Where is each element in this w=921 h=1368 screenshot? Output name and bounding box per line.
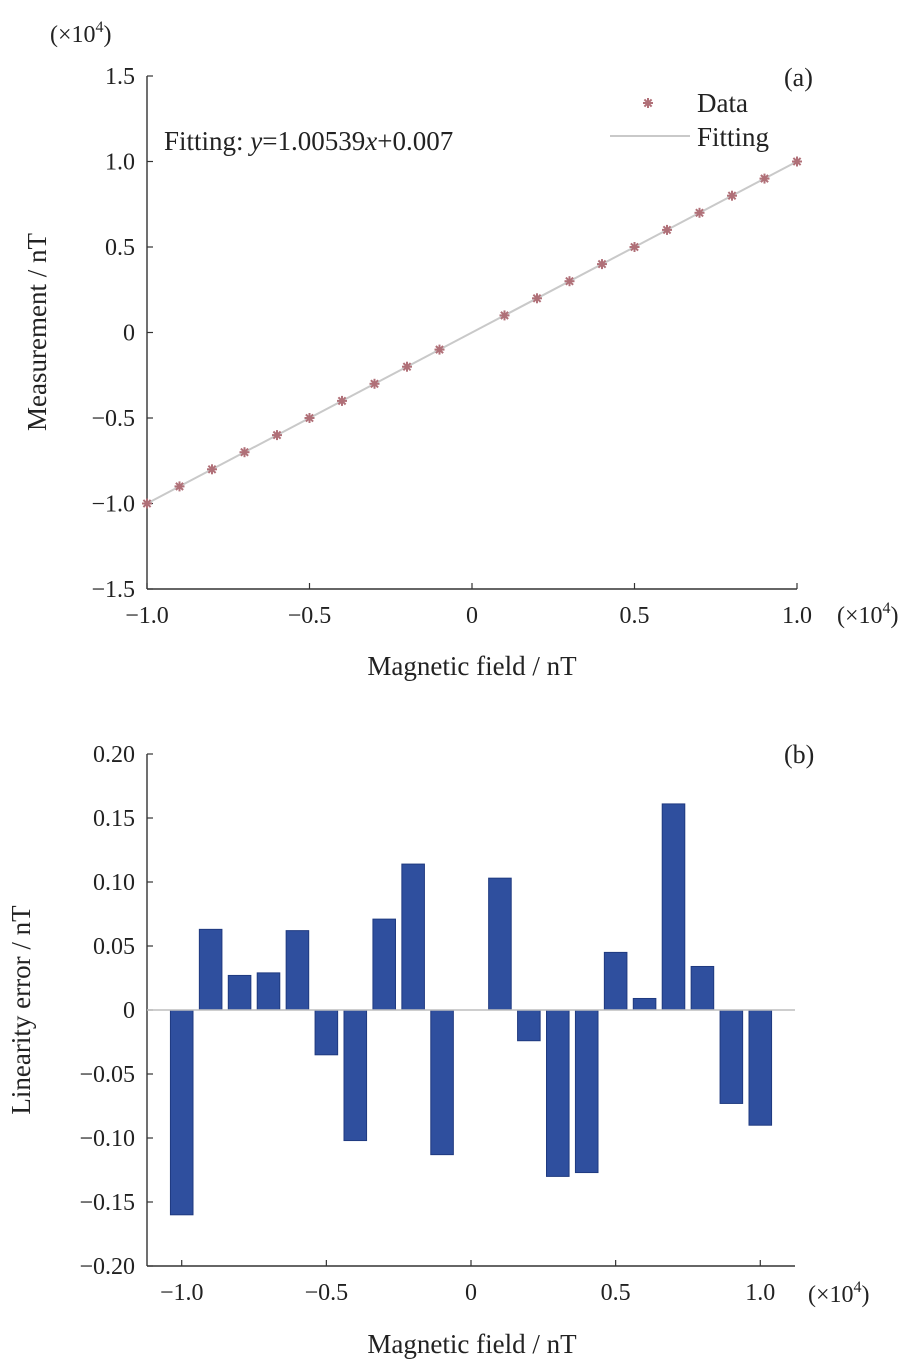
- data-point: [597, 259, 607, 270]
- panel-a-x-tick-label: 1.0: [782, 603, 812, 629]
- panel-a-legend: Data Fitting: [610, 88, 769, 152]
- data-point: [564, 276, 575, 287]
- panel-b-bars-layer: [169, 803, 773, 1216]
- fit-line: [146, 160, 798, 505]
- data-point: [727, 190, 737, 201]
- panel-b-y-tick-label: 0: [123, 998, 135, 1024]
- data-point: [207, 464, 217, 475]
- panel-b-x-tick-label: 0.5: [601, 1280, 631, 1306]
- error-bar: [430, 1009, 454, 1156]
- data-point: [629, 242, 640, 252]
- data-point: [499, 310, 510, 321]
- data-point: [142, 498, 152, 509]
- error-bar: [256, 972, 281, 1011]
- error-bar: [198, 928, 223, 1011]
- data-point: [434, 344, 445, 355]
- panel-a-x-tick-label: −0.5: [288, 603, 332, 629]
- panel-a-y-tick-label: 1.0: [105, 150, 135, 176]
- error-bar: [227, 974, 252, 1011]
- panel-a-y-tick-label: 0.5: [105, 235, 135, 261]
- panel-a-x-multiplier: (×104): [837, 600, 899, 629]
- error-bar: [372, 918, 396, 1011]
- panel-a-y-label: Measurement / nT: [22, 233, 52, 431]
- panel-b-y-tick-label: −0.10: [79, 1126, 135, 1152]
- panel-b-y-tick-label: 0.10: [93, 870, 135, 896]
- panel-b-x-label: Magnetic field / nT: [367, 1329, 577, 1359]
- error-bar: [603, 951, 628, 1011]
- panel-b-y-tick-label: 0.15: [93, 806, 135, 832]
- panel-b-y-label: Linearity error / nT: [6, 905, 36, 1115]
- error-bar: [748, 1009, 773, 1126]
- data-point: [402, 361, 412, 372]
- data-point: [694, 207, 705, 218]
- panel-b-y-tick-label: 0.20: [93, 742, 135, 768]
- data-point: [239, 447, 250, 458]
- panel-a-y-multiplier: (×104): [50, 19, 112, 48]
- error-bar: [401, 863, 425, 1011]
- panel-b-y-tick-label: −0.20: [79, 1254, 135, 1280]
- panel-b-x-tick-label: 1.0: [745, 1280, 775, 1306]
- panel-a: −1.0 −0.5 0 0.5 1.0 −1.5−1.0−0.500.51.01.5 (…: [22, 19, 899, 681]
- data-point: [369, 378, 380, 389]
- panel-b: −1.0 −0.5 0 0.5 1.0 −0.20 −0.15 −0.10 −0.05 0 0.0…: [6, 740, 870, 1359]
- panel-a-y-tick-label: −1.0: [91, 492, 135, 518]
- error-bar: [690, 965, 715, 1011]
- error-bar: [314, 1009, 339, 1056]
- error-bar: [632, 997, 657, 1011]
- error-bar: [661, 803, 686, 1011]
- panel-a-y-tick-label: 1.5: [105, 64, 135, 90]
- panel-b-y-tick-label: −0.15: [79, 1190, 135, 1216]
- error-bar: [488, 877, 512, 1011]
- error-bar: [574, 1009, 599, 1174]
- error-bar: [517, 1009, 541, 1042]
- panel-a-fit-layer: [146, 160, 798, 505]
- data-point: [759, 173, 770, 184]
- panel-a-x-ticks: −1.0 −0.5 0 0.5 1.0: [125, 583, 812, 629]
- panel-b-x-tick-label: −1.0: [160, 1280, 204, 1306]
- data-point: [662, 224, 672, 235]
- error-bar: [169, 1009, 194, 1216]
- panel-b-x-tick-label: −0.5: [305, 1280, 349, 1306]
- error-bar: [719, 1009, 744, 1104]
- fit-equation: Fitting: y=1.00539x+0.007: [164, 126, 453, 156]
- data-point: [174, 481, 185, 492]
- error-bar: [546, 1009, 570, 1177]
- error-bar: [343, 1009, 368, 1142]
- panel-a-x-label: Magnetic field / nT: [367, 651, 577, 681]
- panel-a-y-tick-label: −1.5: [91, 577, 135, 603]
- panel-b-y-tick-label: −0.05: [79, 1062, 135, 1088]
- panel-b-label: (b): [784, 740, 814, 769]
- legend-label-data: Data: [697, 88, 748, 118]
- data-point: [304, 413, 315, 423]
- panel-b-y-tick-label: 0.05: [93, 934, 135, 960]
- data-point: [792, 156, 802, 167]
- panel-a-x-tick-label: 0.5: [620, 603, 650, 629]
- legend-label-fitting: Fitting: [697, 122, 769, 152]
- panel-a-label: (a): [784, 63, 813, 92]
- panel-b-y-ticks: −0.20 −0.15 −0.10 −0.05 0 0.05 0.10 0.15 0.20: [79, 742, 153, 1280]
- panel-b-x-multiplier: (×104): [808, 1279, 870, 1308]
- data-point: [532, 293, 542, 304]
- legend-marker-data: [643, 98, 653, 108]
- data-point: [337, 395, 347, 406]
- panel-a-y-tick-label: −0.5: [91, 406, 135, 432]
- panel-a-x-tick-label: 0: [466, 603, 478, 629]
- panel-a-y-tick-label: 0: [123, 321, 135, 347]
- data-point: [272, 430, 282, 441]
- panel-a-y-ticks: −1.5 −1.0 −0.5 0 0.5 1.0 1.5: [91, 64, 153, 603]
- error-bar: [285, 930, 310, 1011]
- panel-a-x-tick-label: −1.0: [125, 603, 169, 629]
- panel-b-x-ticks: −1.0 −0.5 0 0.5 1.0: [160, 1260, 775, 1306]
- panel-a-points-layer: [142, 156, 802, 509]
- panel-b-x-tick-label: 0: [465, 1280, 477, 1306]
